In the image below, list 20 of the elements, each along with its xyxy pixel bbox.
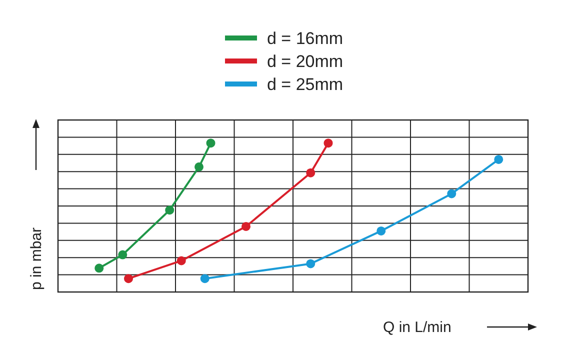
point	[324, 138, 333, 148]
legend-label: d = 25mm	[267, 75, 344, 94]
point	[206, 138, 216, 148]
point	[118, 250, 128, 260]
point	[200, 274, 210, 284]
point	[447, 189, 456, 198]
point	[124, 274, 133, 284]
y-axis-title: p in mbar	[28, 227, 45, 290]
point	[376, 226, 386, 236]
point	[306, 168, 316, 178]
legend-label: d = 20mm	[267, 52, 344, 71]
point	[306, 259, 316, 268]
point	[242, 222, 250, 231]
point	[176, 256, 186, 266]
point	[194, 162, 204, 172]
legend-label: d = 16mm	[267, 29, 344, 48]
point	[494, 154, 504, 164]
point	[165, 206, 174, 215]
point	[94, 264, 104, 273]
x-axis-title: Q in L/min	[383, 319, 452, 336]
